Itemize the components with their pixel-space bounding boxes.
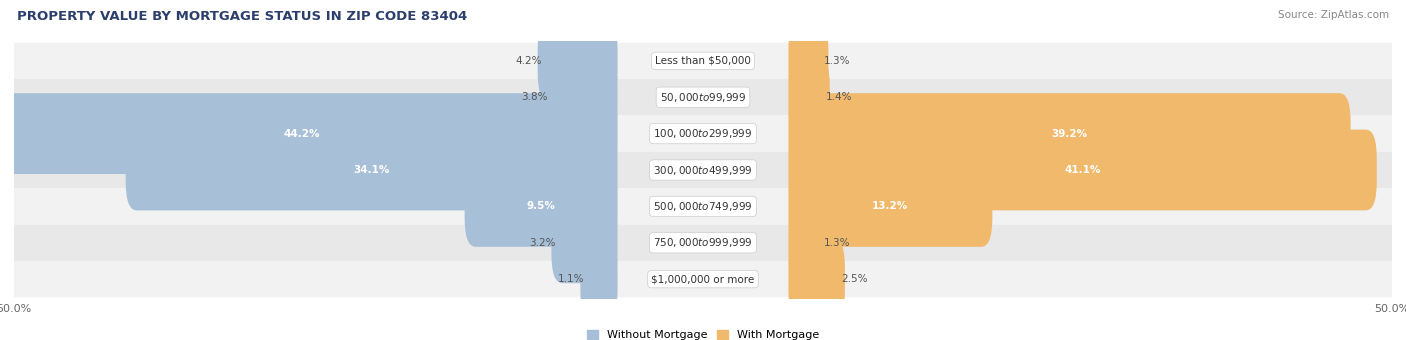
FancyBboxPatch shape <box>14 42 1392 79</box>
FancyBboxPatch shape <box>789 166 993 247</box>
Text: 4.2%: 4.2% <box>515 56 541 66</box>
FancyBboxPatch shape <box>464 166 617 247</box>
FancyBboxPatch shape <box>0 93 617 174</box>
FancyBboxPatch shape <box>125 130 617 210</box>
Text: $500,000 to $749,999: $500,000 to $749,999 <box>654 200 752 213</box>
Text: 13.2%: 13.2% <box>872 201 908 211</box>
FancyBboxPatch shape <box>14 261 1392 298</box>
FancyBboxPatch shape <box>789 57 830 138</box>
Text: 3.8%: 3.8% <box>520 92 547 102</box>
FancyBboxPatch shape <box>551 202 617 283</box>
Text: 1.3%: 1.3% <box>824 238 851 248</box>
Text: $1,000,000 or more: $1,000,000 or more <box>651 274 755 284</box>
Text: $50,000 to $99,999: $50,000 to $99,999 <box>659 91 747 104</box>
Text: 41.1%: 41.1% <box>1064 165 1101 175</box>
FancyBboxPatch shape <box>789 93 1351 174</box>
Text: 3.2%: 3.2% <box>529 238 555 248</box>
FancyBboxPatch shape <box>543 57 617 138</box>
FancyBboxPatch shape <box>14 79 1392 115</box>
FancyBboxPatch shape <box>537 20 617 101</box>
FancyBboxPatch shape <box>789 239 845 320</box>
Text: $750,000 to $999,999: $750,000 to $999,999 <box>654 236 752 249</box>
Text: $300,000 to $499,999: $300,000 to $499,999 <box>654 164 752 176</box>
Text: PROPERTY VALUE BY MORTGAGE STATUS IN ZIP CODE 83404: PROPERTY VALUE BY MORTGAGE STATUS IN ZIP… <box>17 10 467 23</box>
Text: 2.5%: 2.5% <box>841 274 868 284</box>
Text: Less than $50,000: Less than $50,000 <box>655 56 751 66</box>
FancyBboxPatch shape <box>14 188 1392 225</box>
FancyBboxPatch shape <box>789 130 1376 210</box>
Text: 34.1%: 34.1% <box>353 165 389 175</box>
Text: 1.3%: 1.3% <box>824 56 851 66</box>
FancyBboxPatch shape <box>581 239 617 320</box>
FancyBboxPatch shape <box>14 115 1392 152</box>
Text: $100,000 to $299,999: $100,000 to $299,999 <box>654 127 752 140</box>
Text: 39.2%: 39.2% <box>1052 129 1088 139</box>
Text: 9.5%: 9.5% <box>527 201 555 211</box>
Text: Source: ZipAtlas.com: Source: ZipAtlas.com <box>1278 10 1389 20</box>
FancyBboxPatch shape <box>14 225 1392 261</box>
FancyBboxPatch shape <box>14 152 1392 188</box>
FancyBboxPatch shape <box>789 20 828 101</box>
Text: 1.4%: 1.4% <box>825 92 852 102</box>
Text: 1.1%: 1.1% <box>558 274 585 284</box>
Legend: Without Mortgage, With Mortgage: Without Mortgage, With Mortgage <box>588 330 818 340</box>
Text: 44.2%: 44.2% <box>284 129 321 139</box>
FancyBboxPatch shape <box>789 202 828 283</box>
